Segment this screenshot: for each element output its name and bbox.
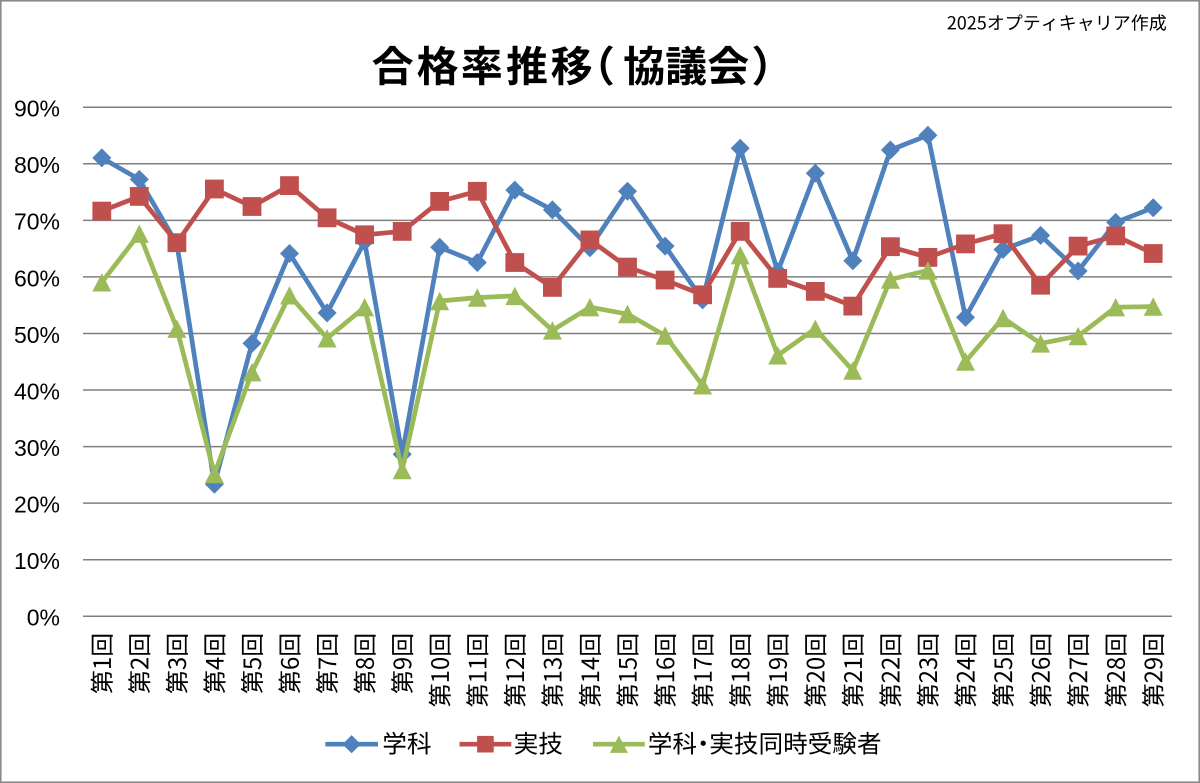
svg-text:30%: 30% <box>14 435 60 461</box>
svg-text:10%: 10% <box>14 548 60 574</box>
svg-text:0%: 0% <box>27 605 60 631</box>
svg-text:70%: 70% <box>14 209 60 235</box>
svg-text:20%: 20% <box>14 492 60 518</box>
svg-text:60%: 60% <box>14 265 60 291</box>
svg-text:40%: 40% <box>14 378 60 404</box>
svg-text:50%: 50% <box>14 322 60 348</box>
svg-text:80%: 80% <box>14 152 60 178</box>
svg-text:90%: 90% <box>14 96 60 122</box>
